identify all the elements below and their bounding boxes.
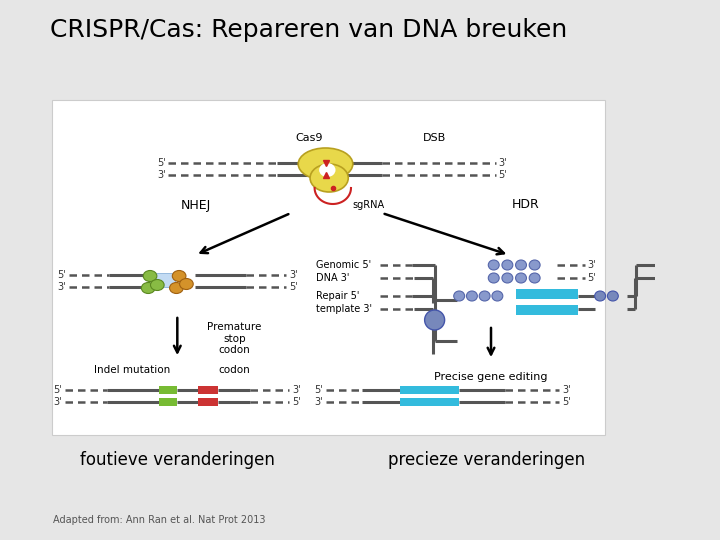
Text: 3': 3' (58, 282, 66, 292)
Text: 5': 5' (498, 170, 507, 180)
Ellipse shape (150, 280, 164, 291)
Ellipse shape (480, 291, 490, 301)
Ellipse shape (172, 271, 186, 281)
Text: Cas9: Cas9 (295, 133, 323, 143)
Ellipse shape (683, 260, 693, 269)
Bar (516, 289, 578, 299)
Bar (159, 386, 177, 394)
Bar (198, 398, 218, 406)
Ellipse shape (516, 260, 526, 270)
Ellipse shape (298, 148, 353, 180)
Ellipse shape (310, 164, 348, 192)
Ellipse shape (516, 273, 526, 283)
Ellipse shape (467, 291, 477, 301)
Ellipse shape (502, 273, 513, 283)
Text: 5': 5' (314, 385, 323, 395)
Text: 5': 5' (292, 397, 301, 407)
Text: Indel mutation: Indel mutation (94, 365, 170, 375)
Text: 3': 3' (289, 270, 298, 280)
Text: 3': 3' (498, 158, 507, 168)
Ellipse shape (492, 291, 503, 301)
Ellipse shape (659, 260, 669, 269)
Ellipse shape (319, 163, 336, 177)
Text: 3': 3' (562, 385, 570, 395)
Ellipse shape (179, 279, 193, 289)
Text: 5': 5' (157, 158, 166, 168)
Text: 5': 5' (562, 397, 571, 407)
Text: Repair 5': Repair 5' (316, 291, 360, 301)
Ellipse shape (670, 260, 680, 269)
Text: Premature
stop
codon: Premature stop codon (207, 322, 262, 355)
Ellipse shape (502, 260, 513, 270)
Text: 5': 5' (58, 270, 66, 280)
Text: template 3': template 3' (316, 304, 372, 314)
Text: 5': 5' (588, 273, 596, 283)
Ellipse shape (170, 282, 183, 294)
Ellipse shape (529, 273, 540, 283)
Text: HDR: HDR (512, 199, 539, 212)
Bar (400, 398, 459, 406)
Text: 3': 3' (157, 170, 166, 180)
Text: foutieve veranderingen: foutieve veranderingen (80, 451, 275, 469)
Text: codon: codon (219, 365, 251, 375)
Bar (198, 386, 218, 394)
Text: Adapted from: Ann Ran et al. Nat Prot 2013: Adapted from: Ann Ran et al. Nat Prot 20… (53, 515, 265, 525)
Ellipse shape (659, 273, 669, 282)
FancyBboxPatch shape (52, 100, 605, 435)
Ellipse shape (608, 291, 618, 301)
Ellipse shape (488, 273, 499, 283)
Text: NHEJ: NHEJ (181, 199, 211, 212)
Bar (155, 273, 174, 287)
Bar (516, 305, 578, 315)
Ellipse shape (141, 282, 155, 294)
Bar (400, 386, 459, 394)
Text: Genomic 5': Genomic 5' (316, 260, 372, 270)
Ellipse shape (454, 291, 464, 301)
Text: 3': 3' (588, 260, 596, 270)
Text: 5': 5' (53, 385, 62, 395)
Ellipse shape (595, 291, 606, 301)
Ellipse shape (143, 271, 157, 281)
Text: 5': 5' (289, 282, 298, 292)
Ellipse shape (529, 260, 540, 270)
Text: sgRNA: sgRNA (353, 200, 385, 210)
Ellipse shape (488, 260, 499, 270)
Bar (159, 398, 177, 406)
Text: precieze veranderingen: precieze veranderingen (388, 451, 585, 469)
Text: CRISPR/Cas: Repareren van DNA breuken: CRISPR/Cas: Repareren van DNA breuken (50, 18, 567, 42)
Ellipse shape (425, 310, 445, 330)
Text: DSB: DSB (423, 133, 446, 143)
Text: 3': 3' (314, 397, 323, 407)
Text: 3': 3' (53, 397, 62, 407)
Text: Precise gene editing: Precise gene editing (434, 372, 548, 382)
Text: DNA 3': DNA 3' (316, 273, 350, 283)
Text: 3': 3' (292, 385, 300, 395)
Ellipse shape (670, 273, 680, 282)
